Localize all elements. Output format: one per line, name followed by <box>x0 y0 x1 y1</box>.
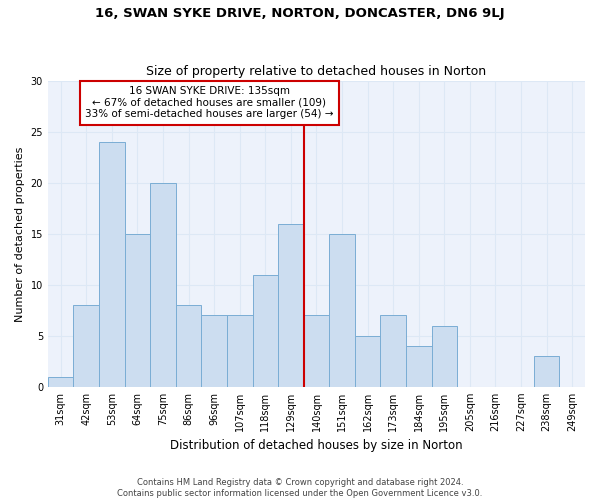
Title: Size of property relative to detached houses in Norton: Size of property relative to detached ho… <box>146 66 487 78</box>
Bar <box>253 274 278 387</box>
Bar <box>278 224 304 387</box>
Bar <box>125 234 150 387</box>
Bar <box>48 376 73 387</box>
Bar <box>329 234 355 387</box>
Text: 16 SWAN SYKE DRIVE: 135sqm
← 67% of detached houses are smaller (109)
33% of sem: 16 SWAN SYKE DRIVE: 135sqm ← 67% of deta… <box>85 86 333 120</box>
Bar <box>534 356 559 387</box>
Bar <box>304 316 329 387</box>
Bar <box>355 336 380 387</box>
Bar <box>431 326 457 387</box>
Bar <box>176 306 202 387</box>
Y-axis label: Number of detached properties: Number of detached properties <box>15 146 25 322</box>
Bar <box>406 346 431 387</box>
Bar <box>380 316 406 387</box>
Bar <box>99 142 125 387</box>
Text: Contains HM Land Registry data © Crown copyright and database right 2024.
Contai: Contains HM Land Registry data © Crown c… <box>118 478 482 498</box>
Text: 16, SWAN SYKE DRIVE, NORTON, DONCASTER, DN6 9LJ: 16, SWAN SYKE DRIVE, NORTON, DONCASTER, … <box>95 8 505 20</box>
Bar <box>202 316 227 387</box>
Bar <box>150 183 176 387</box>
X-axis label: Distribution of detached houses by size in Norton: Distribution of detached houses by size … <box>170 440 463 452</box>
Bar <box>227 316 253 387</box>
Bar <box>73 306 99 387</box>
